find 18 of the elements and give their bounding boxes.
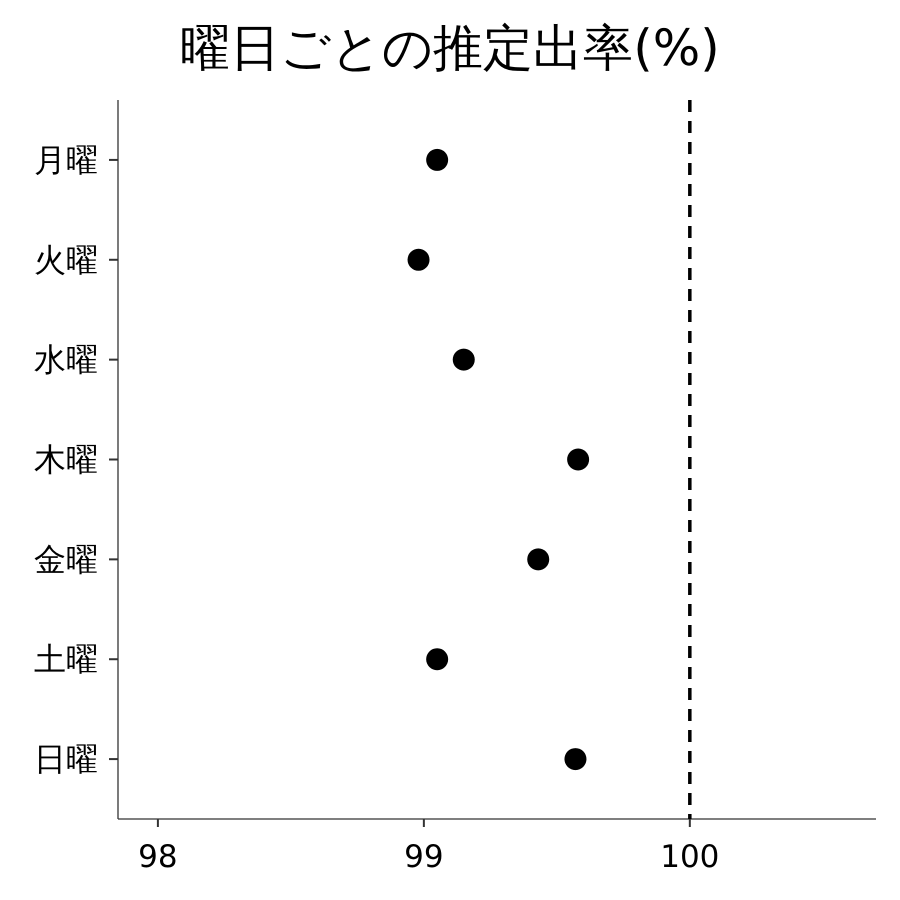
x-tick-label: 98 — [138, 839, 178, 875]
chart-title: 曜日ごとの推定出率(%) — [180, 19, 720, 77]
point — [408, 248, 430, 271]
y-tick-label: 金曜 — [34, 540, 98, 578]
y-tick-label: 火曜 — [34, 240, 98, 279]
y-tick-label: 月曜 — [34, 140, 98, 179]
y-tick-label: 木曜 — [34, 440, 98, 478]
point — [426, 148, 448, 171]
point — [564, 748, 586, 770]
x-tick-label: 99 — [404, 839, 444, 875]
point — [567, 448, 590, 470]
y-tick-label: 日曜 — [34, 740, 98, 778]
x-tick-label: 100 — [660, 839, 720, 875]
point — [527, 548, 550, 570]
y-tick-label: 水曜 — [34, 340, 98, 379]
y-tick-label: 土曜 — [34, 640, 98, 678]
point — [452, 348, 475, 371]
point — [426, 648, 448, 670]
